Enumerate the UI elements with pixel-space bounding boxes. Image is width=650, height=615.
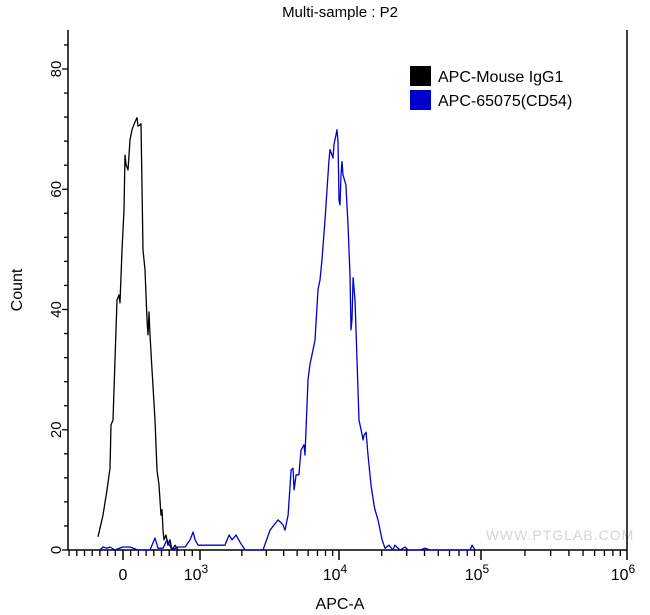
x-tick-base: 10 bbox=[611, 567, 629, 584]
x-axis-label: APC-A bbox=[316, 596, 365, 613]
legend-swatch bbox=[410, 66, 431, 86]
x-tick-base: 10 bbox=[465, 567, 483, 584]
x-tick-base: 10 bbox=[184, 567, 202, 584]
x-tick-exponent: 5 bbox=[483, 562, 490, 576]
x-tick-label: 106 bbox=[611, 562, 636, 584]
x-tick-exponent: 3 bbox=[202, 562, 209, 576]
legend-label: APC-65075(CD54) bbox=[438, 93, 572, 110]
series-line-cd54 bbox=[99, 129, 476, 551]
x-tick-exponent: 6 bbox=[629, 562, 636, 576]
plot-area bbox=[97, 117, 476, 551]
watermark: WWW.PTGLAB.COM bbox=[486, 527, 635, 543]
series-line-isotype bbox=[97, 117, 179, 551]
y-tick-label: 80 bbox=[48, 61, 65, 78]
x-tick-label: 103 bbox=[184, 562, 209, 584]
y-tick-label: 40 bbox=[48, 301, 65, 318]
legend-swatch bbox=[410, 90, 431, 110]
x-tick-label: 105 bbox=[465, 562, 490, 584]
x-tick-base: 10 bbox=[323, 567, 341, 584]
x-tick-label: 0 bbox=[119, 567, 128, 584]
legend: APC-Mouse IgG1 APC-65075(CD54) bbox=[410, 66, 572, 110]
x-tick-base: 0 bbox=[119, 567, 128, 584]
y-tick-label: 60 bbox=[48, 181, 65, 198]
chart-title: Multi-sample : P2 bbox=[282, 4, 398, 21]
legend-label: APC-Mouse IgG1 bbox=[438, 69, 563, 86]
y-tick-label: 20 bbox=[48, 421, 65, 438]
x-tick-exponent: 4 bbox=[341, 562, 348, 576]
y-tick-label: 0 bbox=[48, 546, 65, 554]
x-tick-label: 104 bbox=[323, 562, 348, 584]
y-axis-label: Count bbox=[9, 268, 26, 311]
